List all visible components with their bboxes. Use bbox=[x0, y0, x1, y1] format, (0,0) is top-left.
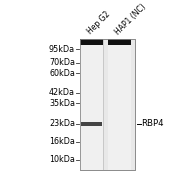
Text: RBP4: RBP4 bbox=[141, 120, 164, 129]
Bar bbox=[108, 39, 131, 170]
Bar bbox=[80, 39, 135, 170]
Text: 42kDa: 42kDa bbox=[49, 88, 75, 97]
Text: 70kDa: 70kDa bbox=[49, 58, 75, 67]
Bar bbox=[108, 39, 131, 45]
Bar bbox=[80, 39, 103, 170]
Text: 35kDa: 35kDa bbox=[49, 98, 75, 107]
Text: Hep G2: Hep G2 bbox=[85, 10, 112, 36]
Text: 60kDa: 60kDa bbox=[49, 69, 75, 78]
Text: 16kDa: 16kDa bbox=[49, 138, 75, 147]
Text: 10kDa: 10kDa bbox=[49, 155, 75, 164]
Text: HAP1 (NC): HAP1 (NC) bbox=[113, 2, 147, 36]
Text: 95kDa: 95kDa bbox=[49, 45, 75, 54]
Text: 23kDa: 23kDa bbox=[49, 120, 75, 129]
Bar bbox=[81, 122, 102, 126]
Bar bbox=[80, 39, 103, 45]
Bar bbox=[80, 39, 135, 170]
